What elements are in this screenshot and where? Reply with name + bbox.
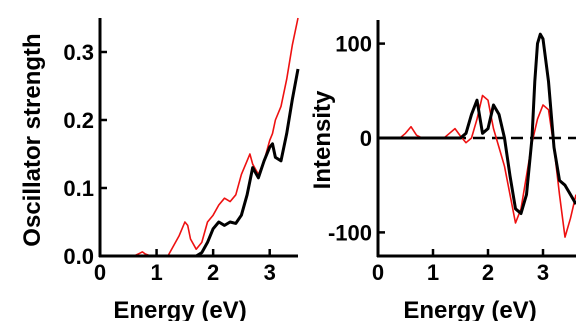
y-tick-label: -100 (328, 220, 372, 245)
y-tick-label: 0.2 (63, 108, 94, 133)
x-tick-label: 3 (264, 260, 276, 285)
black-series-line (378, 32, 576, 215)
x-tick-label: 1 (427, 260, 439, 285)
y-tick-label: 100 (335, 32, 372, 57)
x-tick-label: 2 (207, 260, 219, 285)
y-tick-label: 0.1 (63, 176, 94, 201)
x-tick-label: 0 (372, 260, 384, 285)
black-series-line (100, 68, 300, 258)
red-series-line (378, 94, 576, 238)
y-axis-title: Intensity (309, 90, 336, 189)
oscillator-strength-chart: 0 1 2 3 0.0 0.1 0.2 0.3 Energy (eV) Oscillator … (19, 17, 300, 321)
x-tick-label: 3 (537, 260, 549, 285)
x-axis-title: Energy (eV) (113, 297, 246, 321)
x-tick-label: 1 (150, 260, 162, 285)
x-tick-label: 2 (482, 260, 494, 285)
red-series-line (100, 17, 299, 257)
y-tick-label: 0.0 (63, 244, 94, 269)
y-tick-label: 0.3 (63, 40, 94, 65)
y-axis-title: Oscillator strength (19, 33, 46, 246)
y-tick-label: 0 (360, 126, 372, 151)
x-tick-label: 0 (94, 260, 106, 285)
x-axis-title: Energy (eV) (403, 297, 536, 321)
